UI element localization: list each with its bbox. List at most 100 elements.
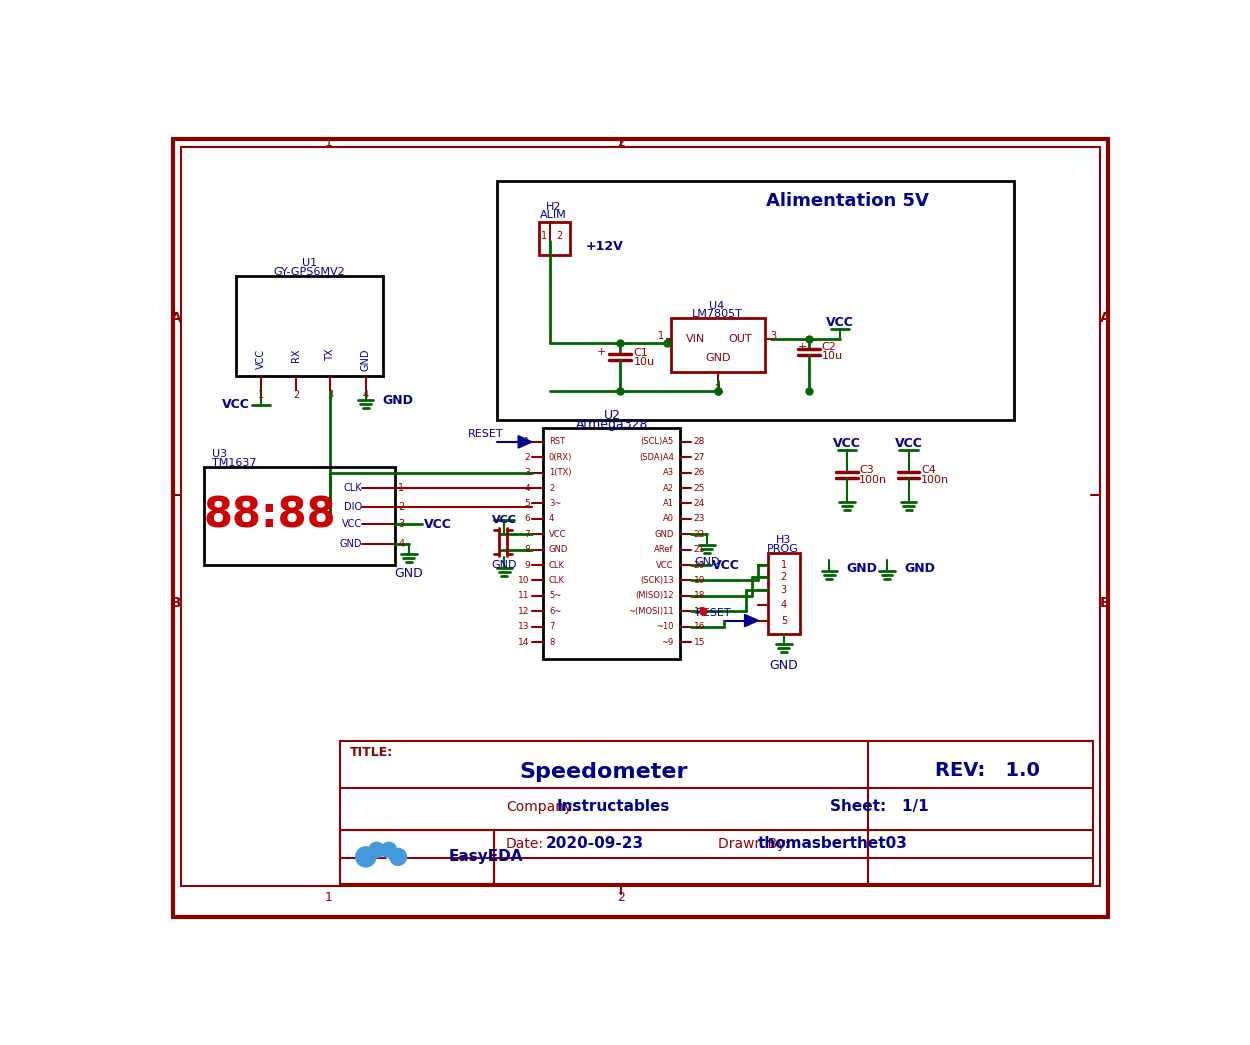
Text: Sheet:   1/1: Sheet: 1/1 — [830, 799, 929, 814]
Text: 28: 28 — [694, 438, 705, 446]
Text: VCC: VCC — [826, 316, 854, 329]
Text: A3: A3 — [662, 468, 674, 478]
Text: 4: 4 — [524, 484, 530, 492]
Text: 4: 4 — [398, 538, 404, 549]
Circle shape — [356, 846, 376, 867]
Text: ARef: ARef — [654, 545, 674, 554]
Text: VCC: VCC — [222, 398, 250, 412]
Text: 24: 24 — [694, 498, 705, 508]
Text: 3: 3 — [328, 390, 334, 400]
Text: 2020-09-23: 2020-09-23 — [545, 836, 644, 852]
Text: 13: 13 — [519, 622, 530, 631]
Text: (SCL)A5: (SCL)A5 — [640, 438, 674, 446]
Text: U2: U2 — [604, 410, 621, 422]
Polygon shape — [745, 614, 759, 627]
Text: 2: 2 — [294, 390, 300, 400]
Text: ALIM: ALIM — [540, 210, 568, 219]
Text: 3: 3 — [524, 468, 530, 478]
Text: VCC: VCC — [341, 519, 362, 529]
Text: +: + — [798, 342, 808, 352]
Text: Alimentation 5V: Alimentation 5V — [766, 192, 930, 210]
Text: 3: 3 — [770, 331, 776, 342]
Text: 7: 7 — [524, 530, 530, 539]
Text: U1: U1 — [302, 258, 318, 269]
Text: 1: 1 — [781, 560, 788, 571]
Text: RST: RST — [549, 438, 565, 446]
Text: 2: 2 — [715, 385, 721, 394]
Text: H3: H3 — [775, 535, 791, 545]
Text: 15: 15 — [694, 637, 705, 647]
Text: C1: C1 — [634, 348, 649, 357]
Text: 2: 2 — [781, 573, 788, 582]
Text: C3: C3 — [859, 465, 874, 475]
Text: 5: 5 — [524, 498, 530, 508]
Text: (MISO)12: (MISO)12 — [635, 591, 674, 601]
Text: 3: 3 — [781, 585, 788, 595]
Text: GND: GND — [491, 560, 518, 571]
Text: 21: 21 — [694, 545, 705, 554]
Polygon shape — [519, 436, 532, 448]
Text: 7: 7 — [549, 622, 554, 631]
Text: 1: 1 — [258, 390, 264, 400]
Text: GND: GND — [340, 538, 362, 549]
Text: GND: GND — [395, 566, 424, 580]
Text: Drawn By:: Drawn By: — [718, 837, 789, 851]
Text: 25: 25 — [694, 484, 705, 492]
Text: 22: 22 — [694, 530, 705, 539]
Circle shape — [369, 842, 384, 858]
Bar — [340, 741, 1092, 884]
Text: GND: GND — [770, 659, 799, 672]
Text: 10u: 10u — [821, 351, 842, 362]
Text: 18: 18 — [694, 591, 705, 601]
Text: ~10: ~10 — [656, 622, 674, 631]
Text: GND: GND — [382, 394, 414, 407]
Text: EasyEDA: EasyEDA — [449, 850, 522, 864]
Circle shape — [381, 842, 396, 858]
Text: GND: GND — [654, 530, 674, 539]
Text: GND: GND — [694, 557, 720, 567]
Text: Instructables: Instructables — [558, 799, 670, 814]
Text: U3: U3 — [211, 449, 226, 459]
Bar — [204, 466, 395, 565]
Text: VCC: VCC — [656, 560, 674, 570]
Bar — [539, 223, 570, 255]
Text: VCC: VCC — [549, 530, 566, 539]
Text: 10u: 10u — [634, 356, 655, 367]
Text: 1: 1 — [659, 331, 665, 342]
Text: VCC: VCC — [424, 517, 452, 531]
Text: RESET: RESET — [468, 429, 504, 439]
Text: 2: 2 — [398, 502, 404, 512]
Bar — [496, 181, 1014, 419]
Text: 1: 1 — [325, 136, 332, 148]
Text: Atmega328: Atmega328 — [576, 418, 649, 431]
Text: 1: 1 — [541, 231, 548, 240]
Text: 17: 17 — [694, 607, 705, 616]
Text: H2: H2 — [546, 202, 561, 212]
Text: Speedometer: Speedometer — [520, 762, 688, 783]
Text: 9: 9 — [524, 560, 530, 570]
Text: 26: 26 — [694, 468, 705, 478]
Text: Company:: Company: — [506, 799, 576, 814]
Text: 16: 16 — [694, 622, 705, 631]
Bar — [768, 553, 800, 633]
Bar — [340, 830, 494, 884]
Bar — [671, 318, 765, 372]
Text: 23: 23 — [694, 514, 705, 524]
Text: CLK: CLK — [344, 483, 362, 493]
Text: 2: 2 — [556, 231, 562, 240]
Polygon shape — [376, 858, 392, 874]
Text: REV:   1.0: REV: 1.0 — [935, 761, 1040, 781]
Text: TITLE:: TITLE: — [350, 746, 392, 760]
Text: 11: 11 — [519, 591, 530, 601]
Text: TM1637: TM1637 — [211, 458, 256, 468]
Text: GND: GND — [904, 562, 935, 576]
Text: B: B — [1100, 596, 1110, 610]
Text: PROG: PROG — [768, 543, 799, 554]
Text: GND: GND — [549, 545, 569, 554]
Text: 100n: 100n — [921, 474, 949, 485]
Text: (SDA)A4: (SDA)A4 — [639, 452, 674, 462]
Bar — [236, 276, 382, 375]
Text: VCC: VCC — [492, 515, 516, 526]
Text: TX: TX — [325, 349, 335, 362]
Text: 2: 2 — [618, 136, 625, 148]
